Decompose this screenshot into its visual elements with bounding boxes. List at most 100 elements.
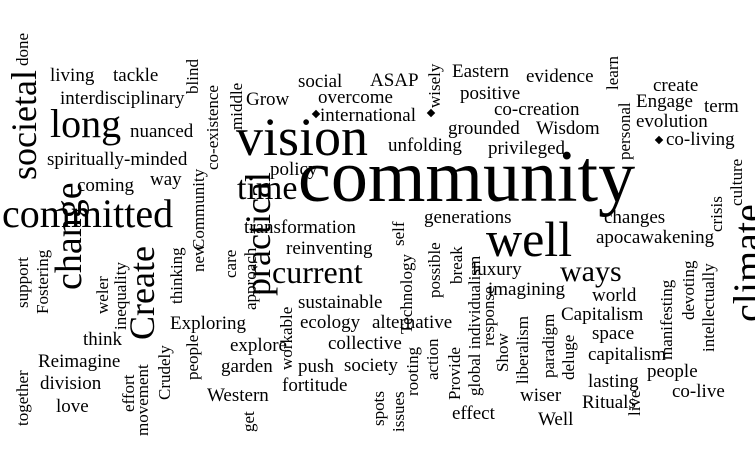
word-alternative: alternative bbox=[372, 312, 453, 333]
word-nuanced: nuanced bbox=[130, 121, 194, 142]
word-inequality: inequality bbox=[111, 262, 130, 330]
word-well: well bbox=[486, 211, 573, 267]
word-weler: weler bbox=[93, 276, 112, 314]
word-collective: collective bbox=[328, 333, 402, 354]
word-tackle: tackle bbox=[113, 65, 159, 86]
word-fostering: Fostering bbox=[33, 249, 52, 314]
word-generations: generations bbox=[424, 207, 512, 228]
word-coming: coming bbox=[77, 175, 134, 196]
word-ways: ways bbox=[560, 255, 622, 288]
word-wiser: wiser bbox=[520, 385, 562, 406]
word-people-right: people bbox=[647, 361, 698, 382]
word-approach: approach bbox=[241, 247, 260, 310]
word-overcome: overcome bbox=[318, 87, 393, 108]
word-grow: Grow bbox=[246, 89, 290, 110]
word-personal: personal bbox=[615, 102, 634, 160]
word-crudely: Crudely bbox=[155, 345, 174, 400]
word-time: time bbox=[237, 170, 298, 207]
word-technology: Technology bbox=[397, 253, 416, 334]
word-people-left: people bbox=[183, 334, 202, 380]
word-co-creation: co-creation bbox=[494, 99, 580, 120]
word-blind: blind bbox=[183, 59, 202, 94]
word-evidence: evidence bbox=[526, 66, 594, 87]
word-exploring: Exploring bbox=[170, 313, 246, 334]
word-sustainable: sustainable bbox=[298, 292, 383, 313]
word-support: support bbox=[13, 257, 32, 308]
word-liberalism: liberalism bbox=[513, 316, 532, 384]
word-care: care bbox=[221, 249, 240, 278]
word-community: community bbox=[298, 136, 636, 218]
word-thinking: thinking bbox=[167, 247, 186, 304]
word-social: social bbox=[298, 71, 343, 92]
word-space: space bbox=[592, 323, 635, 344]
word-possible: possible bbox=[425, 242, 444, 298]
word-create: create bbox=[653, 75, 699, 96]
word-reinventing: reinventing bbox=[286, 238, 373, 259]
word-self: self bbox=[389, 221, 408, 246]
word-done: done bbox=[13, 32, 32, 66]
word-paradigm: paradigm bbox=[539, 313, 558, 378]
word-get: get bbox=[239, 411, 258, 432]
word-world: world bbox=[592, 285, 637, 306]
word-climate: climate bbox=[725, 204, 755, 322]
word-devoting: devoting bbox=[679, 260, 698, 321]
word-fortitude: fortitude bbox=[282, 375, 348, 396]
word-co-live: co-live bbox=[672, 381, 725, 402]
word-vision: vision bbox=[236, 107, 369, 167]
word-privileged: privileged bbox=[488, 138, 566, 159]
word-manifesting: manifesting bbox=[657, 279, 676, 360]
word-transformation: transformation bbox=[244, 217, 356, 238]
word-rituals: Rituals bbox=[582, 392, 636, 413]
word-grounded: grounded bbox=[448, 118, 520, 139]
word-societal: societal bbox=[4, 70, 44, 180]
word-western: Western bbox=[207, 385, 269, 406]
word-explore: explore bbox=[230, 335, 287, 356]
word-luxury: luxury bbox=[472, 259, 522, 280]
word-culture: culture bbox=[727, 158, 746, 206]
word-spots: spots bbox=[369, 391, 388, 426]
word-way: way bbox=[150, 169, 182, 190]
word-capitalism-cap: Capitalism bbox=[561, 304, 644, 325]
word-engage: Engage bbox=[636, 91, 693, 112]
separator-diamond bbox=[426, 108, 436, 118]
word-middle: middle bbox=[227, 82, 246, 130]
word-push: push bbox=[298, 356, 334, 377]
word-wisdom: Wisdom bbox=[536, 118, 600, 139]
word-division: division bbox=[40, 373, 102, 394]
word-imagining: imagining bbox=[488, 279, 566, 300]
word-live: live bbox=[625, 390, 644, 417]
word-international: international bbox=[320, 105, 417, 126]
word-changes: changes bbox=[604, 207, 666, 228]
word-think: think bbox=[83, 329, 123, 350]
word-workable: workable bbox=[277, 306, 296, 370]
word-living: living bbox=[50, 65, 95, 86]
word-evolution: evolution bbox=[636, 111, 708, 132]
word-positive: positive bbox=[460, 83, 521, 104]
word-love: love bbox=[56, 396, 89, 417]
word-break: break bbox=[447, 246, 466, 284]
word-crisis: crisis bbox=[707, 196, 726, 232]
word-learn: learn bbox=[603, 56, 622, 90]
word-policy: policy bbox=[270, 159, 318, 180]
word-garden: garden bbox=[221, 356, 273, 377]
word-asap: ASAP bbox=[370, 70, 419, 91]
word-eastern: Eastern bbox=[452, 61, 509, 82]
word-issues: issues bbox=[389, 391, 408, 432]
word-wisely: wisely bbox=[425, 63, 444, 108]
word-provide: Provide bbox=[445, 347, 464, 400]
word-long: long bbox=[50, 101, 122, 146]
word-interdisciplinary: interdisciplinary bbox=[60, 88, 185, 109]
word-lasting: lasting bbox=[588, 371, 639, 392]
word-reimagine: Reimagine bbox=[38, 351, 121, 372]
word-society: society bbox=[344, 355, 398, 376]
word-current: current bbox=[272, 254, 363, 290]
word-together: together bbox=[13, 370, 32, 426]
word-show: Show bbox=[493, 333, 512, 372]
word-committed: committed bbox=[2, 191, 174, 236]
separator-diamond bbox=[654, 135, 664, 145]
word-co-living: co-living bbox=[666, 129, 735, 150]
word-intellectually: intellectually bbox=[699, 263, 718, 352]
word-action: action bbox=[423, 338, 442, 380]
word-community-cap: Community bbox=[189, 168, 208, 250]
